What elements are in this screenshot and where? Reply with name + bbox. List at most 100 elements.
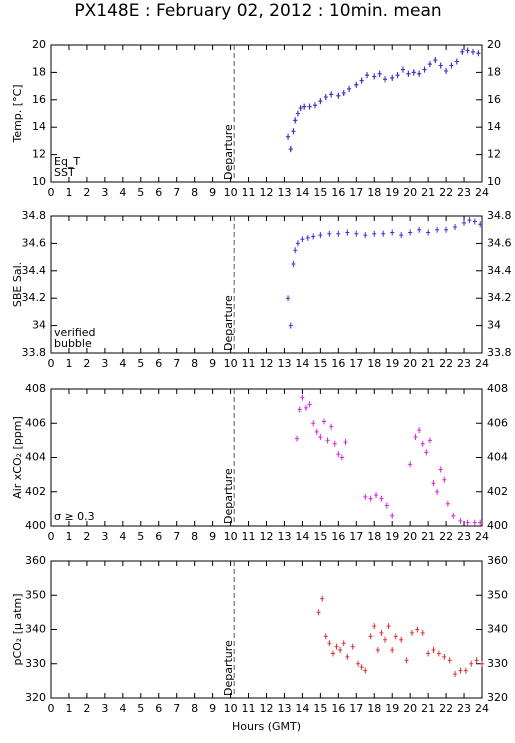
x-tick-label: 1 — [65, 186, 72, 199]
x-tick-label: 13 — [277, 530, 291, 543]
data-point — [332, 440, 337, 447]
data-point — [420, 629, 425, 636]
x-tick-label: 21 — [421, 357, 435, 370]
x-tick-label: 6 — [155, 357, 162, 370]
y-axis-label: Air xCO₂ [ppm] — [11, 416, 24, 499]
y-tick-label: 33.8 — [487, 346, 512, 359]
x-tick-label: 9 — [209, 530, 216, 543]
x-tick-label: 3 — [101, 186, 108, 199]
data-point — [293, 117, 298, 124]
y-tick-label: 34 — [32, 319, 46, 332]
y-tick-label: 20 — [487, 38, 501, 51]
data-point — [435, 226, 440, 233]
x-tick-label: 8 — [191, 357, 198, 370]
data-point — [291, 128, 296, 135]
x-tick-label: 14 — [295, 186, 309, 199]
x-tick-label: 7 — [173, 702, 180, 715]
data-point — [295, 110, 300, 117]
data-point — [343, 439, 348, 446]
data-point — [318, 232, 323, 239]
x-tick-label: 12 — [260, 702, 274, 715]
data-point — [325, 437, 330, 444]
data-point — [286, 295, 291, 302]
data-point — [318, 433, 323, 440]
x-tick-label: 17 — [349, 530, 363, 543]
data-point — [469, 660, 474, 667]
data-point — [427, 61, 432, 68]
x-tick-label: 8 — [191, 530, 198, 543]
data-point — [427, 437, 432, 444]
y-tick-label: 340 — [25, 623, 46, 636]
plot-frame — [50, 388, 483, 527]
data-point — [447, 657, 452, 664]
data-point — [381, 230, 386, 237]
x-tick-label: 0 — [48, 530, 55, 543]
y-tick-label: 16 — [32, 93, 46, 106]
data-point — [453, 671, 458, 678]
x-tick-label: 8 — [191, 702, 198, 715]
x-tick-label: 7 — [173, 186, 180, 199]
x-tick-label: 8 — [191, 186, 198, 199]
data-point — [316, 609, 321, 616]
data-point — [368, 495, 373, 502]
x-tick-label: 6 — [155, 530, 162, 543]
x-tick-label: 7 — [173, 530, 180, 543]
data-point — [372, 623, 377, 630]
data-point — [474, 657, 479, 664]
data-point — [393, 633, 398, 640]
x-tick-label: 19 — [385, 702, 399, 715]
data-point — [415, 626, 420, 633]
data-point — [390, 647, 395, 654]
data-point — [465, 47, 470, 54]
x-tick-label: 22 — [439, 702, 453, 715]
y-tick-label: 34.4 — [22, 264, 47, 277]
x-tick-label: 1 — [65, 357, 72, 370]
y-tick-label: 34 — [487, 319, 501, 332]
y-tick-label: 34.6 — [22, 236, 47, 249]
y-tick-label: 360 — [25, 554, 46, 567]
x-tick-label: 9 — [209, 357, 216, 370]
x-tick-label: 4 — [119, 530, 126, 543]
data-point — [368, 633, 373, 640]
data-point — [458, 517, 463, 524]
data-point — [420, 440, 425, 447]
x-tick-label: 19 — [385, 357, 399, 370]
chart-title: PX148E : February 02, 2012 : 10min. mean — [74, 1, 441, 21]
data-point — [302, 103, 307, 110]
legend-label: bubble — [54, 337, 92, 350]
y-tick-label: 12 — [487, 148, 501, 161]
x-tick-label: 6 — [155, 702, 162, 715]
y-tick-label: 406 — [487, 416, 508, 429]
data-point — [472, 218, 477, 225]
data-point — [311, 420, 316, 427]
x-tick-label: 10 — [224, 702, 238, 715]
x-tick-label: 11 — [242, 357, 256, 370]
x-tick-label: 13 — [277, 702, 291, 715]
y-tick-label: 34.8 — [487, 209, 512, 222]
data-point — [453, 223, 458, 230]
data-point — [300, 394, 305, 401]
x-tick-label: 24 — [475, 702, 489, 715]
data-point — [341, 89, 346, 96]
data-point — [295, 240, 300, 247]
data-point — [435, 488, 440, 495]
data-point — [334, 643, 339, 650]
data-point — [458, 667, 463, 674]
data-point — [372, 230, 377, 237]
data-point — [399, 636, 404, 643]
legend-label: Eq_T — [54, 155, 80, 168]
data-point — [390, 229, 395, 236]
data-point — [363, 493, 368, 500]
data-point — [413, 433, 418, 440]
y-tick-label: 14 — [32, 120, 46, 133]
y-tick-label: 20 — [32, 38, 46, 51]
y-tick-label: 400 — [487, 519, 508, 532]
y-tick-label: 12 — [32, 148, 46, 161]
data-point — [307, 103, 312, 110]
x-tick-label: 5 — [137, 186, 144, 199]
data-point — [451, 512, 456, 519]
data-point — [288, 322, 293, 329]
y-tick-label: 34.6 — [487, 236, 512, 249]
data-point — [363, 232, 368, 239]
y-tick-label: 330 — [487, 657, 508, 670]
